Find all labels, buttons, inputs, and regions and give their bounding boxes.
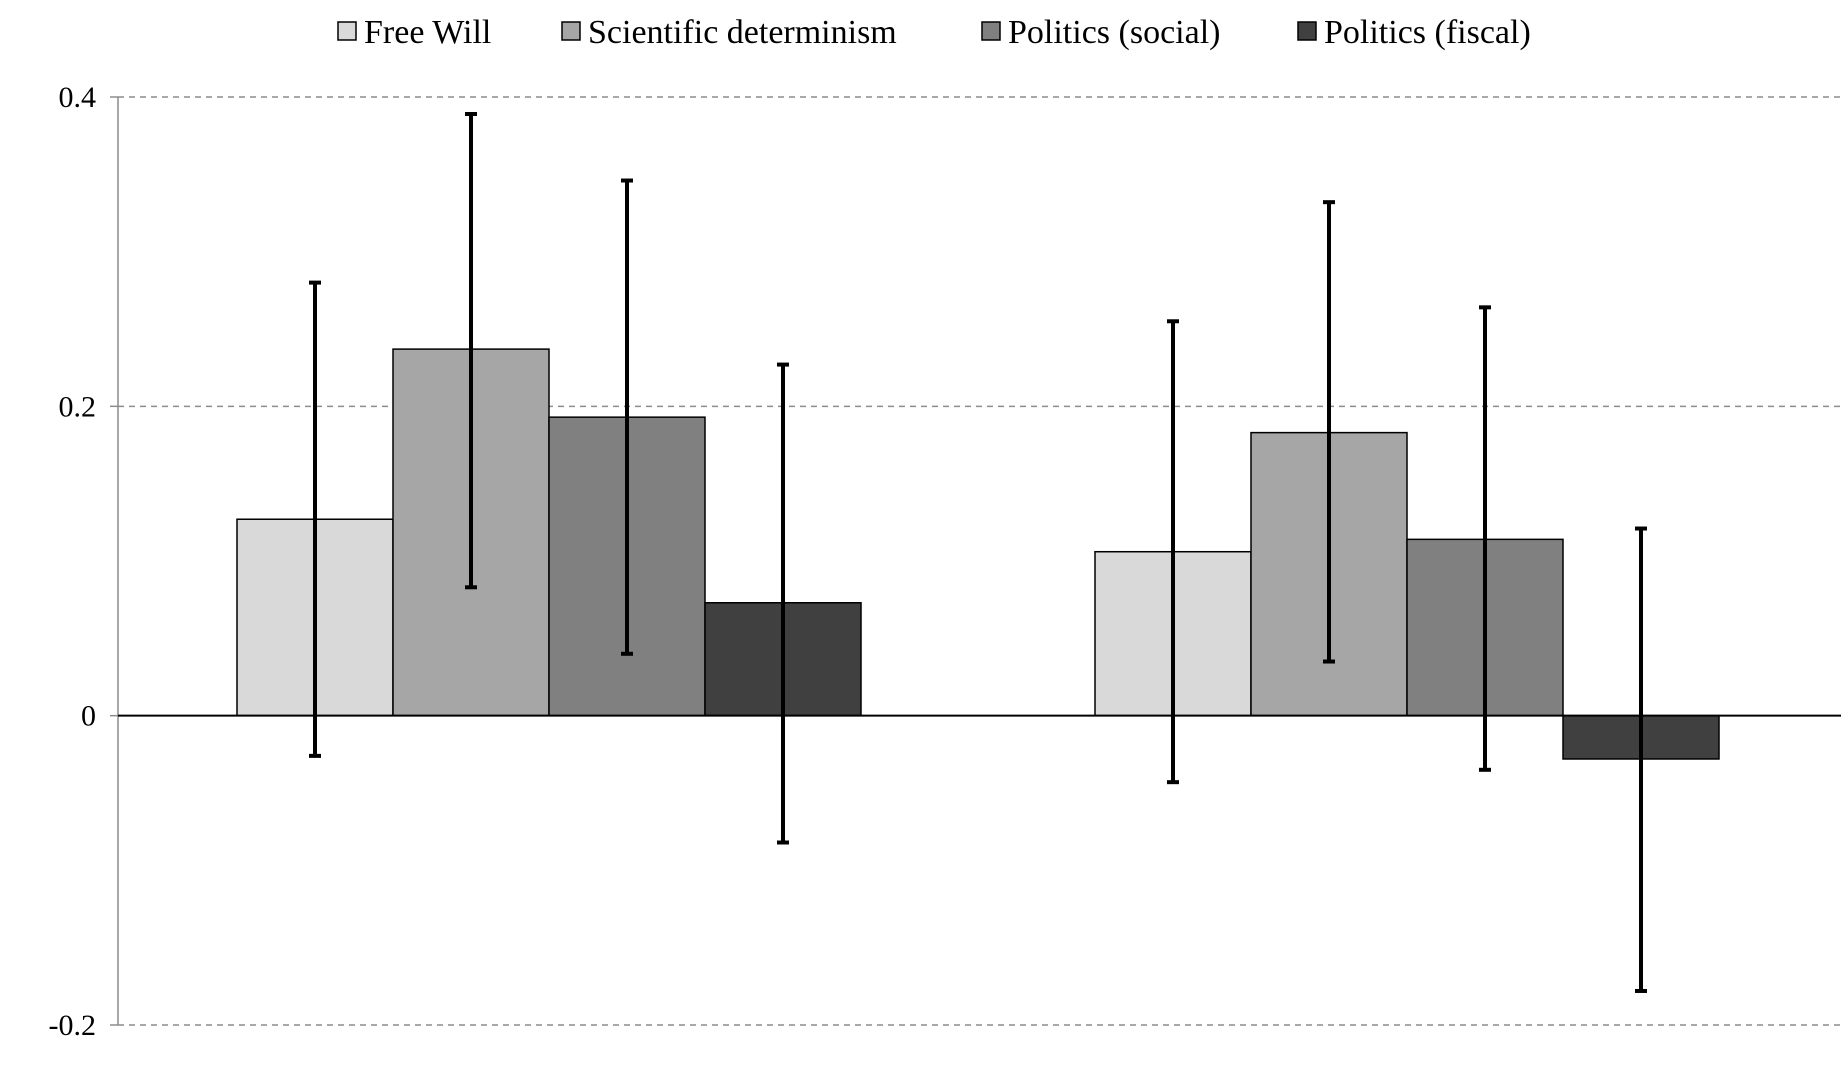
legend-swatch bbox=[338, 22, 356, 40]
legend-label: Scientific determinism bbox=[588, 14, 897, 51]
legend: Free Will Scientific determinism Politic… bbox=[338, 14, 1531, 51]
y-tick-label: 0 bbox=[81, 700, 96, 733]
y-tick-label: -0.2 bbox=[49, 1009, 97, 1042]
legend-label: Politics (fiscal) bbox=[1324, 14, 1531, 51]
x-category-label: Soft categorization bbox=[420, 1064, 678, 1069]
y-tick-label: 0.2 bbox=[59, 390, 97, 423]
legend-swatch bbox=[562, 22, 580, 40]
legend-item-politics-fiscal: Politics (fiscal) bbox=[1298, 14, 1531, 51]
legend-item-free-will: Free Will bbox=[338, 14, 491, 51]
legend-swatch bbox=[982, 22, 1000, 40]
legend-label: Free Will bbox=[364, 14, 491, 51]
legend-item-politics-social: Politics (social) bbox=[982, 14, 1220, 51]
legend-swatch bbox=[1298, 22, 1316, 40]
legend-item-scientific-determinism: Scientific determinism bbox=[562, 14, 897, 51]
legend-label: Politics (social) bbox=[1008, 14, 1220, 51]
y-tick-label: 0.4 bbox=[59, 81, 97, 114]
x-category-label: Hard categorization bbox=[1272, 1064, 1541, 1069]
plot-area: 0.4 0.2 0 -0.2 Soft categorization Hard categ… bbox=[49, 81, 1841, 1069]
